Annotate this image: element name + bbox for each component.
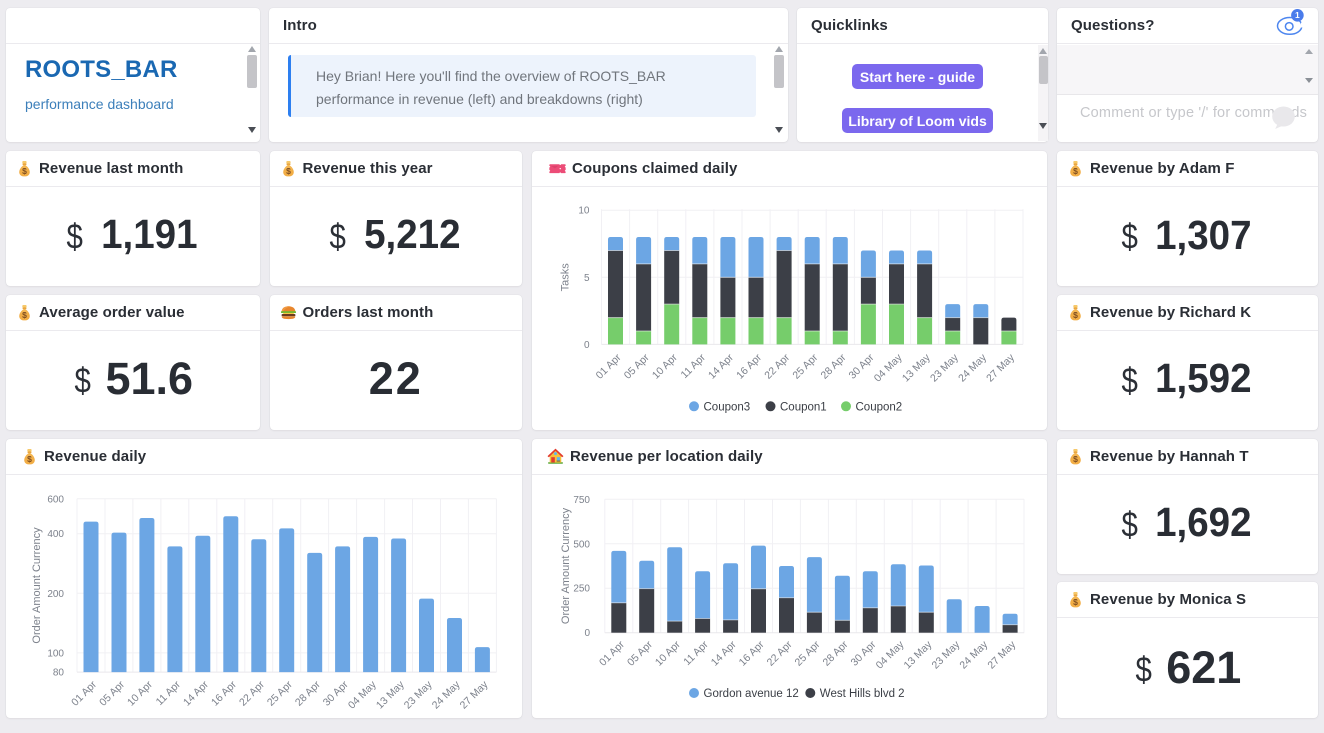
- svg-text:200: 200: [47, 589, 64, 600]
- svg-text:$: $: [22, 310, 27, 320]
- svg-text:28 Apr: 28 Apr: [821, 638, 851, 668]
- svg-text:$: $: [22, 166, 27, 176]
- svg-text:West Hills blvd 2: West Hills blvd 2: [820, 688, 905, 700]
- svg-text:Coupon1: Coupon1: [780, 402, 827, 414]
- svg-text:01 Apr: 01 Apr: [597, 638, 627, 668]
- svg-text:Coupon3: Coupon3: [704, 402, 751, 414]
- svg-text:05 Apr: 05 Apr: [97, 678, 127, 708]
- svg-text:80: 80: [53, 668, 65, 679]
- svg-text:$: $: [27, 454, 32, 464]
- svg-text:05 Apr: 05 Apr: [622, 351, 652, 381]
- svg-text:0: 0: [584, 340, 590, 351]
- svg-text:24 May: 24 May: [430, 678, 463, 711]
- svg-text:23 May: 23 May: [929, 638, 962, 671]
- svg-text:$: $: [1073, 597, 1078, 607]
- svg-text:14 Apr: 14 Apr: [706, 351, 736, 381]
- svg-text:23 May: 23 May: [402, 678, 435, 711]
- svg-text:01 Apr: 01 Apr: [69, 678, 99, 708]
- svg-text:24 May: 24 May: [957, 638, 990, 671]
- svg-text:750: 750: [573, 495, 590, 506]
- svg-text:10: 10: [578, 206, 590, 217]
- svg-text:27 May: 27 May: [458, 678, 491, 711]
- svg-text:10 Apr: 10 Apr: [650, 351, 680, 381]
- svg-text:250: 250: [573, 584, 590, 595]
- svg-text:05 Apr: 05 Apr: [625, 638, 655, 668]
- svg-text:600: 600: [47, 494, 64, 505]
- svg-text:100: 100: [47, 648, 64, 659]
- svg-text:5: 5: [584, 273, 590, 284]
- svg-text:04 May: 04 May: [346, 678, 379, 711]
- svg-text:11 Apr: 11 Apr: [154, 678, 184, 708]
- svg-text:$: $: [286, 166, 291, 176]
- svg-text:13 May: 13 May: [901, 638, 934, 671]
- svg-text:27 May: 27 May: [985, 638, 1018, 671]
- svg-text:28 Apr: 28 Apr: [293, 678, 323, 708]
- svg-text:24 May: 24 May: [956, 351, 989, 384]
- svg-text:16 Apr: 16 Apr: [737, 638, 767, 668]
- svg-text:22 Apr: 22 Apr: [237, 678, 267, 708]
- svg-text:Tasks: Tasks: [560, 263, 572, 292]
- svg-text:25 Apr: 25 Apr: [793, 638, 823, 668]
- svg-text:14 Apr: 14 Apr: [181, 678, 211, 708]
- svg-text:23 May: 23 May: [928, 351, 961, 384]
- svg-text:$: $: [1073, 454, 1078, 464]
- svg-text:10 Apr: 10 Apr: [653, 638, 683, 668]
- svg-text:28 Apr: 28 Apr: [818, 351, 848, 381]
- svg-text:11 Apr: 11 Apr: [679, 351, 709, 381]
- svg-text:Coupon2: Coupon2: [856, 402, 903, 414]
- svg-text:22 Apr: 22 Apr: [762, 351, 792, 381]
- svg-text:01 Apr: 01 Apr: [594, 351, 624, 381]
- svg-text:13 May: 13 May: [900, 351, 933, 384]
- svg-text:0: 0: [584, 628, 590, 639]
- svg-text:Order Amount Currency: Order Amount Currency: [31, 527, 43, 644]
- svg-text:$: $: [1073, 310, 1078, 320]
- svg-text:11 Apr: 11 Apr: [681, 638, 711, 668]
- svg-text:27 May: 27 May: [984, 351, 1017, 384]
- svg-text:04 May: 04 May: [874, 638, 907, 671]
- svg-text:16 Apr: 16 Apr: [209, 678, 239, 708]
- svg-text:1: 1: [1295, 10, 1300, 20]
- svg-text:16 Apr: 16 Apr: [734, 351, 764, 381]
- svg-text:Order Amount Currency: Order Amount Currency: [560, 507, 572, 624]
- svg-text:04 May: 04 May: [872, 351, 905, 384]
- svg-text:22 Apr: 22 Apr: [765, 638, 795, 668]
- svg-text:25 Apr: 25 Apr: [265, 678, 295, 708]
- svg-text:$: $: [1073, 166, 1078, 176]
- svg-text:400: 400: [47, 529, 64, 540]
- svg-text:10 Apr: 10 Apr: [125, 678, 155, 708]
- svg-text:13 May: 13 May: [374, 678, 407, 711]
- svg-text:25 Apr: 25 Apr: [790, 351, 820, 381]
- svg-text:500: 500: [573, 539, 590, 550]
- svg-text:14 Apr: 14 Apr: [709, 638, 739, 668]
- svg-text:Gordon avenue 12: Gordon avenue 12: [704, 688, 799, 700]
